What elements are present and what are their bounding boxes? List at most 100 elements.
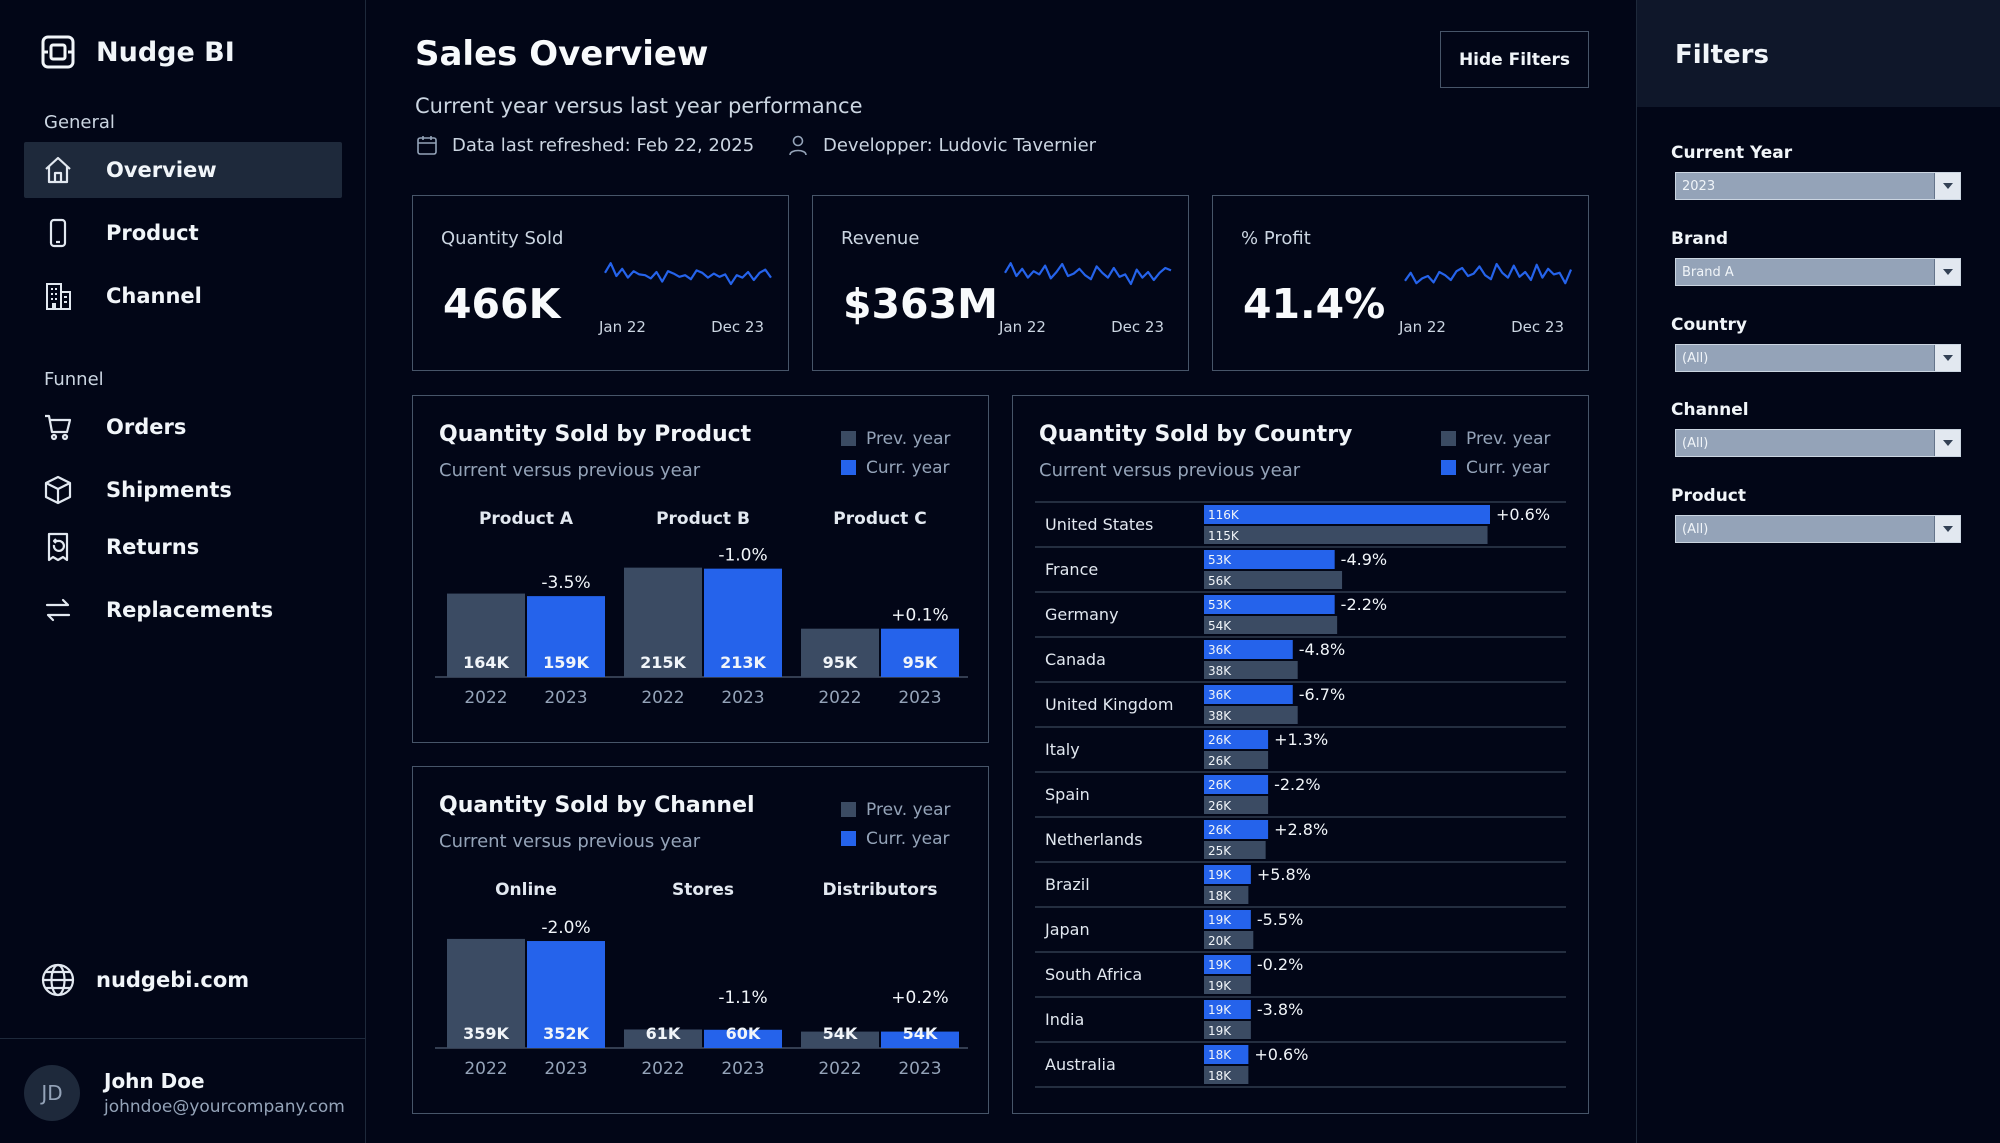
bar-curr[interactable] xyxy=(1204,910,1251,929)
bar-curr[interactable] xyxy=(527,596,605,677)
sidebar-item-product[interactable]: Product xyxy=(24,205,342,261)
website-link[interactable]: nudgebi.com xyxy=(40,962,249,998)
bar-curr[interactable] xyxy=(1204,865,1251,884)
bar-prev[interactable] xyxy=(624,1029,702,1048)
bar-value-label: 26K xyxy=(1208,823,1232,837)
filters-title: Filters xyxy=(1675,40,1769,70)
country-label: United States xyxy=(1045,515,1153,534)
section-label-general: General xyxy=(44,112,115,133)
group-label: Distributors xyxy=(823,880,938,900)
bar-curr[interactable] xyxy=(1204,820,1269,839)
bar-prev[interactable] xyxy=(1204,796,1269,814)
delta-label: -2.2% xyxy=(1274,775,1320,794)
bar-value-label: 19K xyxy=(1208,1024,1232,1038)
bar-prev[interactable] xyxy=(1204,886,1249,904)
country-label: Canada xyxy=(1045,650,1106,669)
bar-prev[interactable] xyxy=(801,628,879,677)
bar-value-label: 352K xyxy=(543,1024,589,1043)
filter-select-product[interactable]: (All) xyxy=(1675,515,1961,543)
bar-prev[interactable] xyxy=(447,593,525,677)
product-bar-chart: Product A 164K 159K -3.5% 2022 2023 Product B 2… xyxy=(435,509,968,708)
bar-curr[interactable] xyxy=(1204,775,1269,794)
sparkline-start-label: Jan 22 xyxy=(999,318,1046,336)
kpi-value: 41.4% xyxy=(1243,280,1386,328)
filter-select-country[interactable]: (All) xyxy=(1675,344,1961,372)
dropdown-arrow-icon[interactable] xyxy=(1934,430,1960,456)
bar-prev[interactable] xyxy=(1204,976,1251,994)
bar-curr[interactable] xyxy=(1204,955,1251,974)
legend-item-curr: Curr. year xyxy=(841,453,951,482)
bar-curr[interactable] xyxy=(704,1029,782,1048)
sparkline-path xyxy=(1404,262,1573,285)
legend-label: Prev. year xyxy=(866,428,951,449)
box-icon xyxy=(44,475,72,505)
bar-prev[interactable] xyxy=(447,938,525,1048)
filter-select-current-year[interactable]: 2023 xyxy=(1675,172,1961,200)
bar-value-label: 53K xyxy=(1208,553,1232,567)
chart-subtitle: Current versus previous year xyxy=(439,831,701,852)
sidebar-item-replacements[interactable]: Replacements xyxy=(24,582,342,638)
bar-curr[interactable] xyxy=(881,628,959,677)
sidebar-item-overview[interactable]: Overview xyxy=(24,142,342,198)
bar-curr[interactable] xyxy=(1204,640,1293,659)
sparkline-end-label: Dec 23 xyxy=(711,318,764,336)
sidebar-item-shipments[interactable]: Shipments xyxy=(24,462,342,518)
bar-value-label: 60K xyxy=(726,1024,761,1043)
legend-label: Curr. year xyxy=(866,457,950,478)
bar-value-label: 25K xyxy=(1208,844,1232,858)
bar-prev[interactable] xyxy=(801,1031,879,1048)
x-tick-label: 2023 xyxy=(721,1059,764,1079)
bar-curr[interactable] xyxy=(1204,730,1269,749)
country-label: Germany xyxy=(1045,605,1119,624)
sparkline-start-label: Jan 22 xyxy=(1399,318,1446,336)
bar-prev[interactable] xyxy=(1204,931,1254,949)
sidebar-item-channel[interactable]: Channel xyxy=(24,268,342,324)
bar-value-label: 61K xyxy=(646,1024,681,1043)
bar-prev[interactable] xyxy=(1204,841,1266,859)
kpi-value: 466K xyxy=(443,280,561,328)
bar-curr[interactable] xyxy=(1204,505,1490,524)
x-tick-label: 2022 xyxy=(464,688,507,708)
bar-prev[interactable] xyxy=(624,567,702,677)
bar-prev[interactable] xyxy=(1204,1066,1249,1084)
cart-icon xyxy=(45,414,72,441)
bar-curr[interactable] xyxy=(1204,550,1335,569)
bar-prev[interactable] xyxy=(1204,751,1269,769)
filter-select-brand[interactable]: Brand A xyxy=(1675,258,1961,286)
delta-label: -5.5% xyxy=(1257,910,1303,929)
bar-curr[interactable] xyxy=(1204,595,1335,614)
filter-value: (All) xyxy=(1682,521,1709,537)
sidebar-item-returns[interactable]: Returns xyxy=(24,519,342,575)
sparkline xyxy=(604,262,772,286)
sidebar-item-orders[interactable]: Orders xyxy=(24,399,342,455)
bar-curr[interactable] xyxy=(881,1031,959,1048)
bar-curr[interactable] xyxy=(527,941,605,1048)
dropdown-arrow-icon[interactable] xyxy=(1934,516,1960,542)
chart-legend: Prev. year Curr. year xyxy=(841,795,951,853)
dropdown-arrow-icon[interactable] xyxy=(1934,173,1960,199)
hide-filters-button[interactable]: Hide Filters xyxy=(1440,31,1589,88)
bar-prev[interactable] xyxy=(1204,616,1338,634)
bar-curr[interactable] xyxy=(1204,1000,1251,1019)
delta-label: -4.9% xyxy=(1341,550,1387,569)
dropdown-arrow-icon[interactable] xyxy=(1934,259,1960,285)
bar-value-label: 215K xyxy=(640,653,686,672)
bar-value-label: 95K xyxy=(903,653,938,672)
brand[interactable]: Nudge BI xyxy=(40,34,235,70)
bar-prev[interactable] xyxy=(1204,1021,1251,1039)
bar-curr[interactable] xyxy=(1204,1045,1249,1064)
bar-prev[interactable] xyxy=(1204,661,1298,679)
chart-subtitle: Current versus previous year xyxy=(439,460,701,481)
dropdown-arrow-icon[interactable] xyxy=(1934,345,1960,371)
legend-label: Prev. year xyxy=(866,799,951,820)
bar-curr[interactable] xyxy=(704,568,782,677)
bar-prev[interactable] xyxy=(1204,526,1488,544)
user-name: John Doe xyxy=(104,1069,205,1093)
user-profile[interactable]: JD John Doe johndoe@yourcompany.com xyxy=(0,1038,365,1143)
bar-value-label: 53K xyxy=(1208,598,1232,612)
filter-select-channel[interactable]: (All) xyxy=(1675,429,1961,457)
bar-curr[interactable] xyxy=(1204,685,1293,704)
legend-swatch xyxy=(841,802,856,817)
bar-prev[interactable] xyxy=(1204,571,1343,589)
bar-prev[interactable] xyxy=(1204,706,1298,724)
